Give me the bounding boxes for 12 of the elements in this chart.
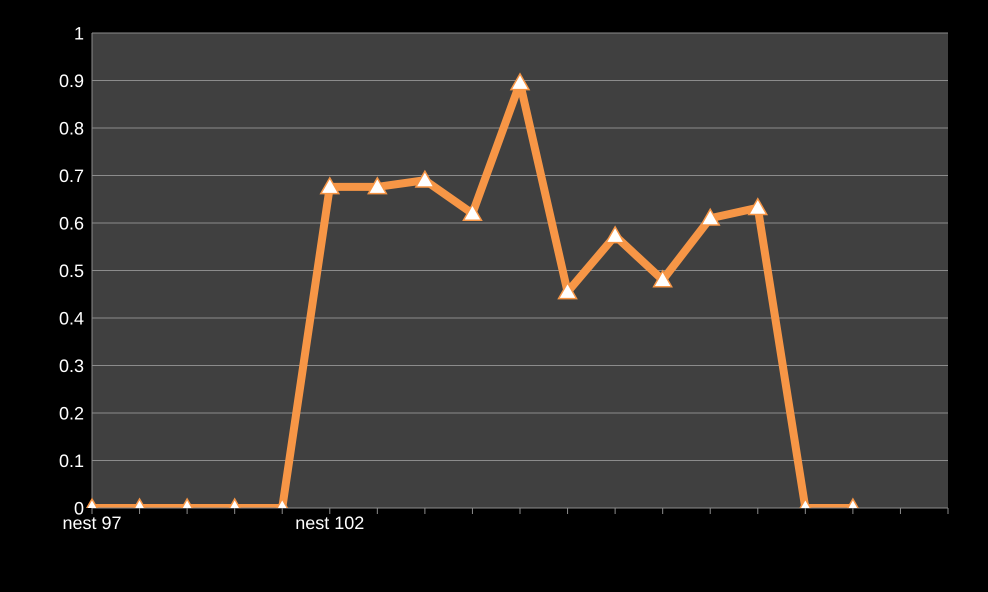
y-tick-label: 0.3	[58, 356, 84, 376]
y-tick-label: 1	[74, 23, 84, 44]
y-tick-label: 0.6	[58, 213, 84, 234]
y-tick-label: 0.5	[58, 260, 84, 281]
x-tick-label: nest 102	[295, 512, 364, 533]
y-tick-label: 0.2	[58, 403, 84, 424]
y-tick-label: 0.1	[58, 450, 84, 471]
y-tick-label: 0.8	[58, 118, 84, 138]
y-tick-label: 0	[74, 498, 84, 518]
y-tick-label: 0.4	[58, 308, 84, 328]
y-tick-label: 0.7	[58, 166, 84, 186]
y-tick-label: 0.9	[58, 70, 84, 91]
